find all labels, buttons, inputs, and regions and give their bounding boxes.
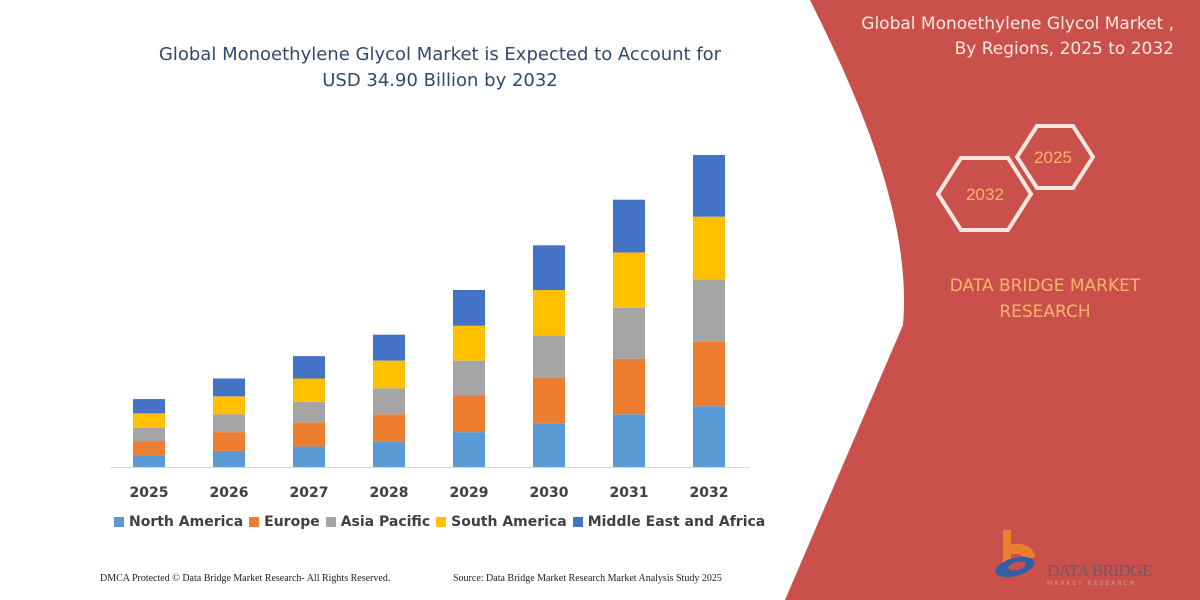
legend-item: South America [436, 514, 567, 530]
bar-segment-2026-middle-east-and-africa [213, 378, 245, 397]
legend-swatch [325, 517, 336, 527]
hexagon-2032 [935, 156, 1034, 232]
bar-segment-2030-south-america [533, 289, 565, 336]
bar-segment-2025-north-america [133, 455, 165, 467]
bar-segment-2025-asia-pacific [133, 427, 165, 442]
bar-segment-2028-south-america [373, 360, 405, 389]
legend-label: South America [451, 514, 567, 530]
legend-item: Asia Pacific [325, 514, 431, 530]
stacked-bar-chart: 2025 2026 2027 2028 2029 2030 2031 2032 [110, 155, 750, 501]
bar-segment-2027-asia-pacific [293, 401, 325, 423]
legend-item: Europe [249, 514, 320, 530]
logo-icon [995, 530, 1035, 578]
legend-swatch [572, 517, 583, 527]
bar-segment-2030-middle-east-and-africa [533, 245, 565, 290]
bar-segment-2026-asia-pacific [213, 414, 245, 433]
bar-segment-2031-north-america [613, 414, 645, 467]
legend-swatch [114, 517, 124, 527]
bar-segment-2026-north-america [213, 450, 245, 467]
brand-line1: DATA BRIDGE MARKET [949, 276, 1141, 296]
bar-segment-2028-north-america [373, 441, 405, 467]
bar-segment-2029-middle-east-and-africa [453, 289, 485, 326]
brand-line2: RESEARCH [999, 302, 1091, 322]
bar-segment-2025-south-america [133, 413, 165, 428]
x-tick-label: 2032 [690, 485, 729, 501]
bar-segment-2028-asia-pacific [373, 388, 405, 415]
bar-segment-2026-south-america [213, 396, 245, 415]
bar-segment-2027-europe [293, 422, 325, 447]
bar-segment-2032-south-america [693, 216, 725, 280]
legend-label: Middle East and Africa [587, 514, 766, 530]
bar-segment-2027-north-america [293, 446, 325, 467]
legend-swatch [249, 517, 260, 527]
hexagon-2025 [1014, 124, 1096, 190]
bar-segment-2032-middle-east-and-africa [693, 155, 725, 217]
copyright-text: DMCA Protected © Data Bridge Market Rese… [100, 573, 391, 584]
bar-segment-2032-asia-pacific [693, 279, 725, 342]
bar-segment-2030-europe [533, 377, 565, 424]
bar-segment-2031-europe [613, 358, 645, 415]
chart-title-line1: Global Monoethylene Glycol Market is Exp… [158, 44, 722, 65]
bar-segment-2031-south-america [613, 252, 645, 308]
hexagon-2032-label: 2032 [966, 185, 1004, 204]
x-tick-label: 2031 [610, 485, 649, 501]
bar-segment-2029-asia-pacific [453, 360, 485, 396]
source-text: Source: Data Bridge Market Research Mark… [453, 573, 722, 584]
bar-segment-2032-north-america [693, 406, 725, 467]
bar-segment-2032-europe [693, 341, 725, 407]
x-tick-label: 2028 [370, 485, 409, 501]
x-tick-label: 2025 [130, 485, 169, 501]
side-panel-shape [785, 0, 1200, 600]
legend-label: North America [129, 514, 244, 530]
bar-segment-2025-europe [133, 441, 165, 456]
x-tick-label: 2029 [450, 485, 489, 501]
bar-segment-2026-europe [213, 432, 245, 451]
legend-label: Asia Pacific [340, 514, 431, 530]
bar-segment-2031-asia-pacific [613, 307, 645, 359]
hexagon-2025-label: 2025 [1034, 148, 1072, 167]
bar-segment-2029-north-america [453, 432, 485, 467]
logo-subtext: MARKET RESEARCH [1047, 580, 1136, 587]
chart-legend: North America Europe Asia Pacific South Ame… [114, 514, 765, 530]
bar-segment-2029-europe [453, 395, 485, 433]
brand-name: DATA BRIDGE MARKET RESEARCH [915, 273, 1175, 325]
bar-segment-2030-north-america [533, 423, 565, 467]
legend-item: Middle East and Africa [572, 514, 766, 530]
chart-title: Global Monoethylene Glycol Market is Exp… [100, 42, 780, 94]
x-tick-label: 2030 [530, 485, 569, 501]
logo-text: DATA BRIDGE [1047, 561, 1153, 580]
legend-swatch [436, 517, 447, 527]
bar-segment-2030-asia-pacific [533, 335, 565, 378]
side-panel-title: Global Monoethylene Glycol Market , By R… [794, 12, 1174, 62]
bar-segment-2025-middle-east-and-africa [133, 399, 165, 414]
bar-segment-2027-middle-east-and-africa [293, 356, 325, 379]
bar-segment-2031-middle-east-and-africa [613, 199, 645, 253]
legend-label: Europe [264, 514, 320, 530]
x-tick-label: 2026 [210, 485, 249, 501]
bar-segment-2028-middle-east-and-africa [373, 334, 405, 361]
bar-segment-2029-south-america [453, 325, 485, 361]
bar-segment-2027-south-america [293, 378, 325, 402]
x-tick-label: 2027 [290, 485, 329, 501]
bar-segment-2028-europe [373, 414, 405, 442]
legend-item: North America [114, 514, 243, 530]
side-title-line1: Global Monoethylene Glycol Market , [861, 14, 1174, 34]
chart-title-line2: USD 34.90 Billion by 2032 [322, 70, 558, 91]
side-title-line2: By Regions, 2025 to 2032 [954, 39, 1174, 59]
